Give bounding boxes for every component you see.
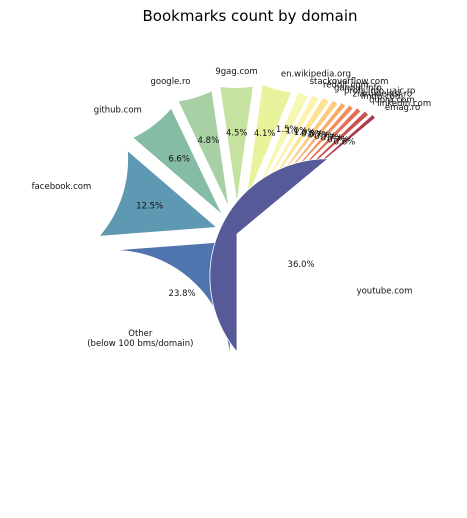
pie-slice [245, 83, 293, 202]
pie-slice [252, 90, 310, 201]
slice-percent-label: 12.5% [136, 201, 163, 211]
slice-label: ziaruldeiasi.ro [353, 89, 412, 99]
chart-title: Bookmarks count by domain [142, 7, 357, 25]
slice-percent-label: 4.8% [198, 136, 220, 146]
slice-percent-label: 0.7% [321, 134, 343, 144]
slice-percent-label: 1.0% [286, 127, 308, 137]
pie-slice [209, 158, 330, 354]
slice-percent-label: 4.1% [254, 129, 276, 139]
slice-label: quora.com [369, 95, 415, 105]
slice-label: profs.info.uaic.ro [344, 87, 415, 97]
slice-label: en.wikipedia.org [281, 70, 351, 80]
slice-label: facebook.com [32, 182, 92, 192]
slice-percent-label: 0.8% [301, 129, 323, 139]
slice-label: reddit.com [323, 80, 369, 90]
slice-labels-group: Other (below 100 bms/domain) facebook.com g… [32, 67, 432, 349]
slice-label: stackoverflow.com [310, 77, 389, 87]
slice-percent-label: 0.7% [314, 132, 336, 142]
slices-group [98, 83, 377, 360]
slice-label: youtube.com [357, 286, 413, 296]
slice-percent-label: 0.7% [308, 131, 330, 141]
slice-label: Other (below 100 bms/domain) [87, 329, 193, 349]
percent-labels-group: 23.8%12.5%6.6%4.8%4.5% 4.1% 1.5%1.0%1.0%0.… [136, 125, 355, 299]
slice-label: github.com [94, 106, 142, 116]
slice-percent-label: 1.0% [294, 128, 316, 138]
pie-slice [131, 107, 223, 215]
slice-percent-label: 36.0% [288, 260, 315, 270]
slice-percent-label: 0.7% [327, 136, 349, 146]
pie-slice [98, 149, 218, 237]
slice-label: linkedin.com [377, 99, 431, 109]
pie-slice [177, 90, 230, 208]
slice-percent-label: 4.5% [226, 128, 248, 138]
slice-label: 9gag.com [215, 67, 257, 77]
slice-percent-label: 0.6% [334, 138, 356, 148]
slice-percent-label: 1.5% [276, 125, 298, 135]
slice-label: gandul.info [334, 83, 382, 93]
pie-slice [219, 85, 254, 204]
slice-label: emag.ro [385, 103, 420, 113]
pie-slice [112, 240, 231, 360]
slice-label: imdb.com [361, 92, 403, 102]
slice-label: google.ro [151, 77, 191, 87]
slice-percent-label: 6.6% [168, 154, 190, 164]
slice-percent-label: 23.8% [169, 289, 196, 299]
